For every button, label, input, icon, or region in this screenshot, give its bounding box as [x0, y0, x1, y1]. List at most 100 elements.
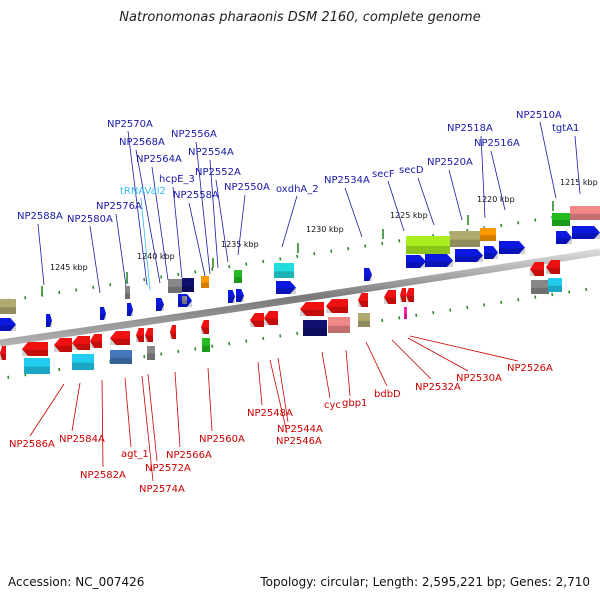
genome-title: Natronomonas pharaonis DSM 2160, complet… — [119, 10, 481, 25]
feature-body — [326, 299, 348, 313]
forward-gene — [572, 226, 600, 239]
gene-label-np2580a[interactable]: NP2580A — [67, 214, 113, 225]
feature-body — [201, 276, 209, 288]
feature-body — [480, 228, 496, 241]
gene-label-np2526a[interactable]: NP2526A — [507, 363, 553, 374]
minor-tick — [415, 313, 418, 317]
gene-label-gbp1[interactable]: gbp1 — [342, 398, 367, 409]
reverse-gene — [145, 328, 153, 342]
gene-label-bdbd[interactable]: bdbD — [374, 389, 401, 400]
gene-label-np2584a[interactable]: NP2584A — [59, 434, 105, 445]
gene-label-np2574a[interactable]: NP2574A — [139, 484, 185, 495]
feature-shade — [0, 353, 6, 360]
feature-body — [552, 213, 570, 226]
gene-feature-navy — [182, 278, 194, 292]
scale-label: 1225 kbp — [390, 211, 428, 220]
gene-label-np2548a[interactable]: NP2548A — [247, 408, 293, 419]
gene-label-hcpe3[interactable]: hcpE_3 — [159, 174, 195, 185]
feature-body — [556, 231, 572, 244]
gene-label-np2546a[interactable]: NP2546A — [276, 436, 322, 447]
minor-tick — [75, 288, 78, 292]
feature-shade — [274, 271, 294, 278]
minor-tick — [143, 354, 146, 359]
feature-shade — [0, 307, 16, 314]
feature-body — [182, 296, 187, 304]
gene-label-np2556a[interactable]: NP2556A — [171, 129, 217, 140]
feature-body — [406, 236, 450, 254]
accession-text: Accession: NC_007426 — [8, 575, 145, 589]
reverse-gene — [54, 338, 72, 352]
minor-tick — [568, 290, 571, 294]
gene-label-np2566a[interactable]: NP2566A — [166, 450, 212, 461]
gene-label-np2586a[interactable]: NP2586A — [9, 439, 55, 450]
gene-label-np2534a[interactable]: NP2534A — [324, 175, 370, 186]
gene-label-np2558a[interactable]: NP2558A — [173, 190, 219, 201]
gene-label-np2572a[interactable]: NP2572A — [145, 463, 191, 474]
feature-shade — [276, 288, 296, 294]
minor-tick — [381, 241, 384, 246]
gene-label-oxdha2[interactable]: oxdhA_2 — [276, 184, 319, 195]
gene-label-trnaval2[interactable]: tRNAVal2 — [120, 186, 166, 197]
scale-label: 1235 kbp — [221, 240, 259, 249]
forward-gene — [556, 231, 572, 244]
gene-label-np2510a[interactable]: NP2510A — [516, 110, 562, 121]
gene-label-np2552a[interactable]: NP2552A — [195, 167, 241, 178]
gene-label-np2516a[interactable]: NP2516A — [474, 138, 520, 149]
gene-label-np2576a[interactable]: NP2576A — [96, 201, 142, 212]
gene-label-np2560a[interactable]: NP2560A — [199, 434, 245, 445]
scale-label: 1245 kbp — [50, 263, 88, 272]
gene-label-secf[interactable]: secF — [372, 169, 395, 180]
forward-gene — [46, 314, 52, 327]
feature-body — [406, 288, 414, 302]
feature-shade — [182, 300, 187, 304]
feature-body — [100, 307, 106, 320]
gene-label-tgta1[interactable]: tgtA1 — [552, 123, 579, 134]
gene-label-np2532a[interactable]: NP2532A — [415, 382, 461, 393]
feature-body — [228, 290, 235, 303]
gene-label-np2518a[interactable]: NP2518A — [447, 123, 493, 134]
gene-feature-cyan — [24, 358, 50, 374]
gene-label-np2520a[interactable]: NP2520A — [427, 157, 473, 168]
leader-line — [344, 187, 363, 238]
minor-tick — [143, 277, 146, 282]
feature-shade — [406, 245, 450, 254]
leader-line — [407, 337, 469, 372]
feature-shade — [110, 357, 132, 364]
reverse-gene — [400, 288, 406, 302]
forward-gene — [455, 249, 483, 262]
minor-tick — [194, 270, 197, 274]
gene-label-cyc[interactable]: cyc — [324, 400, 341, 411]
gene-label-np2570a[interactable]: NP2570A — [107, 119, 153, 130]
leader-line — [365, 341, 388, 387]
feature-shade — [127, 310, 133, 316]
forward-gene — [406, 255, 426, 268]
gene-label-np2554a[interactable]: NP2554A — [188, 147, 234, 158]
gene-label-np2564a[interactable]: NP2564A — [136, 154, 182, 165]
feature-body — [364, 268, 372, 281]
gene-label-np2582a[interactable]: NP2582A — [80, 470, 126, 481]
minor-tick — [500, 300, 503, 304]
gene-label-secd[interactable]: secD — [399, 165, 424, 176]
minor-tick — [432, 311, 435, 315]
gene-label-agt1[interactable]: agt_1 — [121, 449, 149, 460]
feature-shade — [546, 267, 560, 274]
gene-label-np2544a[interactable]: NP2544A — [277, 424, 323, 435]
feature-body — [358, 293, 368, 307]
gene-feature-olive — [0, 299, 16, 314]
leader-line — [207, 367, 213, 432]
gene-feature-gray — [168, 279, 182, 293]
feature-body — [406, 255, 426, 268]
gene-label-np2568a[interactable]: NP2568A — [119, 137, 165, 148]
feature-body — [450, 231, 480, 247]
gene-label-np2550a[interactable]: NP2550A — [224, 182, 270, 193]
gene-label-np2588a[interactable]: NP2588A — [17, 211, 63, 222]
gene-label-np2530a[interactable]: NP2530A — [456, 373, 502, 384]
feature-body — [546, 260, 560, 274]
leader-line — [281, 195, 298, 248]
feature-body — [484, 246, 498, 259]
reverse-gene — [406, 288, 414, 302]
feature-body — [384, 290, 396, 304]
feature-body — [201, 320, 209, 334]
feature-body — [136, 328, 144, 342]
minor-tick — [517, 298, 520, 302]
